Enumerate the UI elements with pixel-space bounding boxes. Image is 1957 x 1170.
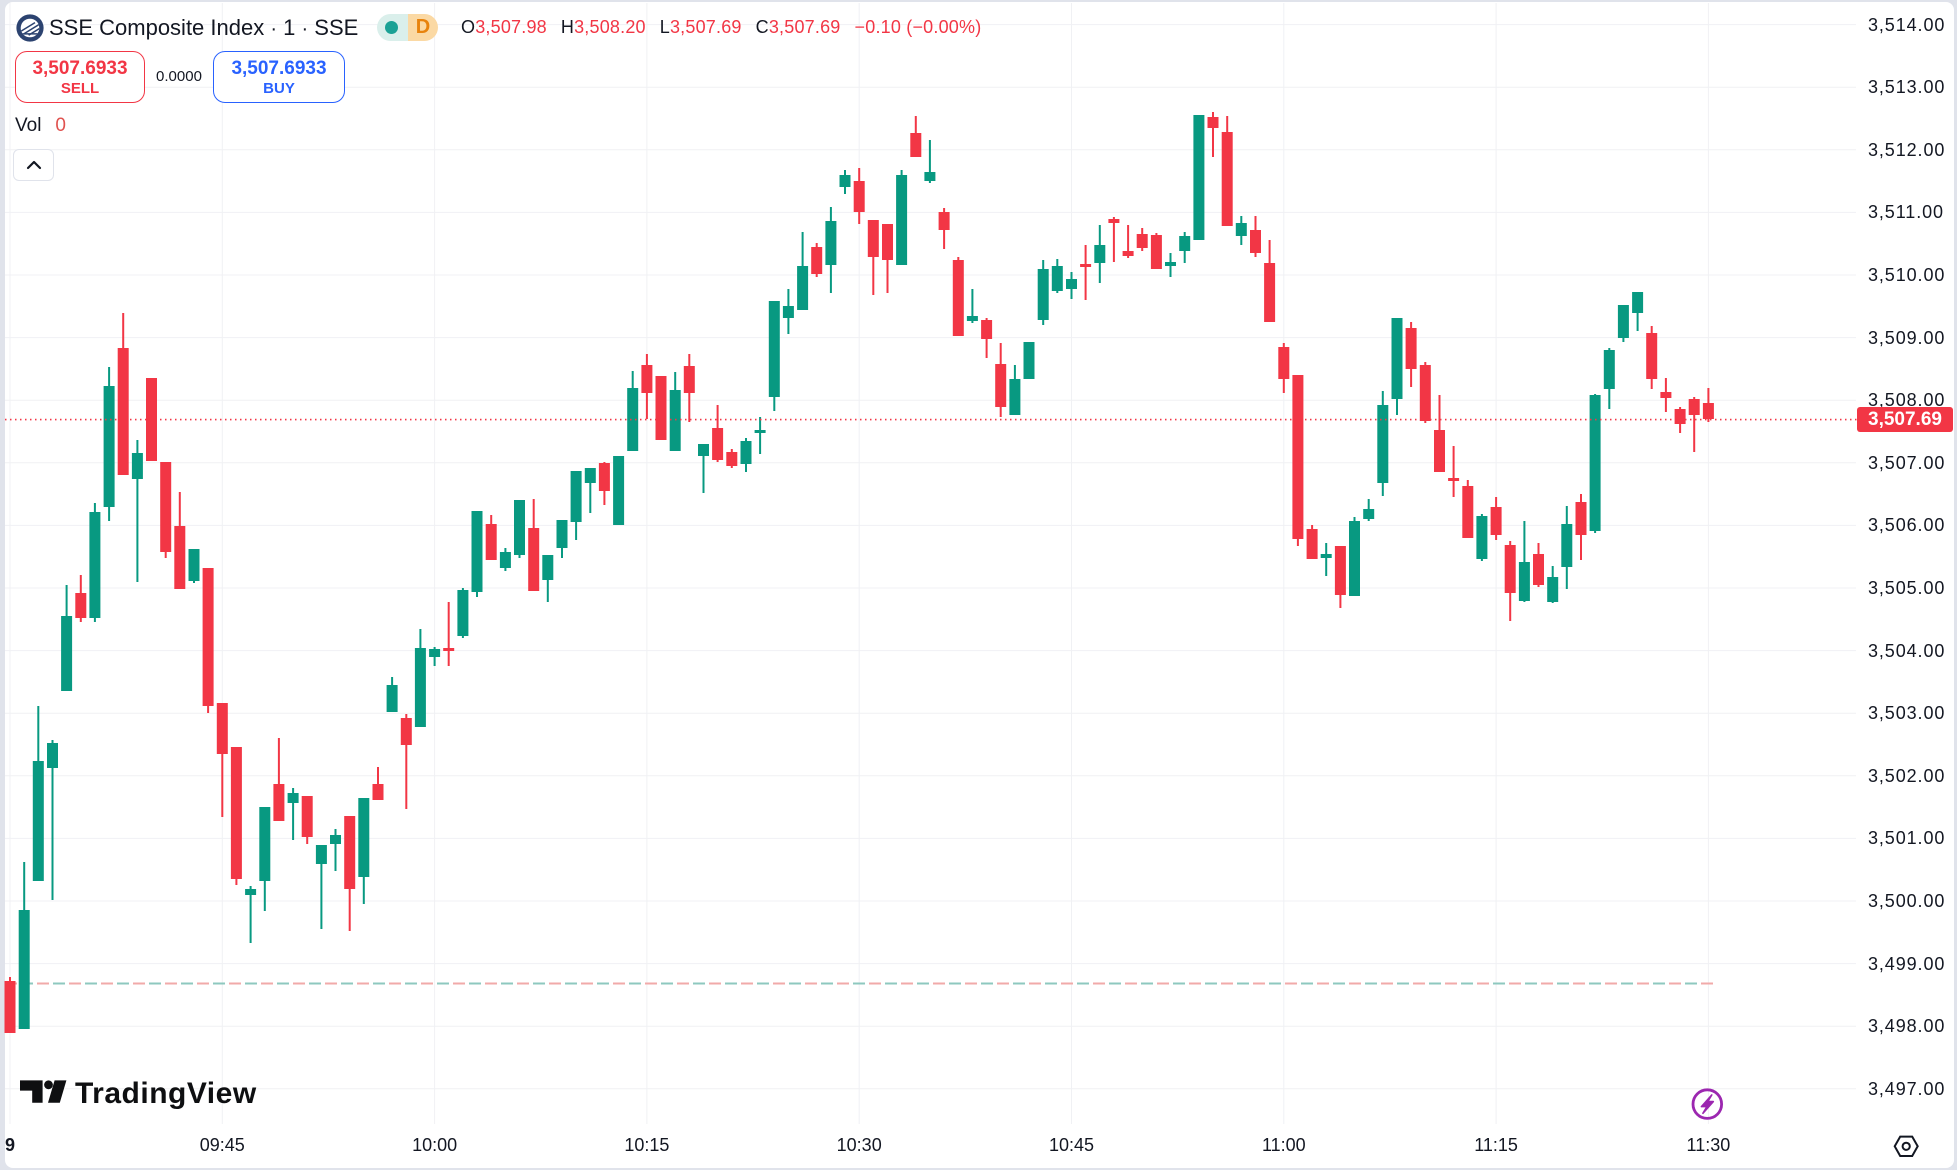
- svg-text:TradingView: TradingView: [75, 1077, 257, 1110]
